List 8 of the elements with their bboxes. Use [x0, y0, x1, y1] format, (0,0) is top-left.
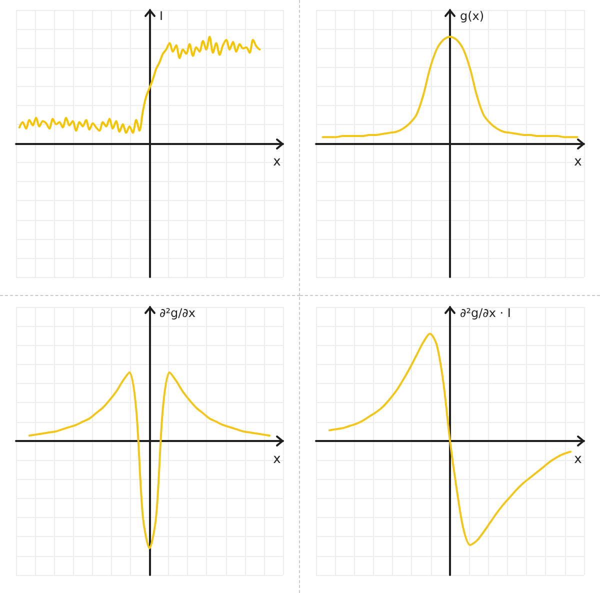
x-axis-title: x [273, 452, 282, 467]
y-axis-title: g(x) [460, 9, 484, 23]
y-axis-title: ∂²g/∂x [160, 306, 196, 320]
y-axis-title: I [160, 9, 164, 23]
x-axis-title: x [574, 154, 582, 170]
y-axis-title: ∂²g/∂x · I [460, 306, 511, 320]
x-axis-title: x [273, 154, 282, 170]
x-axis-title: x [574, 452, 582, 467]
